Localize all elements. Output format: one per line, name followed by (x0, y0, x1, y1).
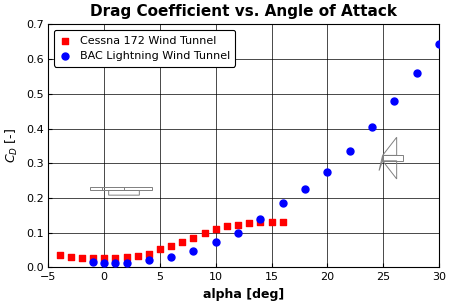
Bar (90, 187, 152, 190)
Cessna 172 Wind Tunnel (201, 231, 208, 236)
BAC Lightning Wind Tunnel (368, 124, 375, 129)
BAC Lightning Wind Tunnel (123, 260, 130, 265)
Bar (382, 155, 403, 161)
Cessna 172 Wind Tunnel (223, 224, 230, 229)
Cessna 172 Wind Tunnel (179, 239, 186, 244)
BAC Lightning Wind Tunnel (302, 187, 309, 192)
Cessna 172 Wind Tunnel (78, 255, 86, 260)
Cessna 172 Wind Tunnel (157, 247, 164, 252)
Cessna 172 Wind Tunnel (67, 255, 74, 260)
Cessna 172 Wind Tunnel (257, 220, 264, 225)
Cessna 172 Wind Tunnel (101, 256, 108, 260)
Cessna 172 Wind Tunnel (268, 220, 275, 225)
BAC Lightning Wind Tunnel (101, 260, 108, 265)
BAC Lightning Wind Tunnel (413, 71, 420, 76)
Cessna 172 Wind Tunnel (56, 253, 63, 258)
BAC Lightning Wind Tunnel (346, 149, 353, 154)
Cessna 172 Wind Tunnel (145, 251, 153, 256)
X-axis label: alpha [deg]: alpha [deg] (203, 288, 284, 301)
Cessna 172 Wind Tunnel (246, 221, 253, 226)
BAC Lightning Wind Tunnel (212, 240, 219, 245)
BAC Lightning Wind Tunnel (234, 230, 242, 235)
Cessna 172 Wind Tunnel (112, 255, 119, 260)
Cessna 172 Wind Tunnel (90, 256, 97, 260)
BAC Lightning Wind Tunnel (167, 255, 175, 260)
BAC Lightning Wind Tunnel (391, 99, 398, 103)
BAC Lightning Wind Tunnel (112, 261, 119, 266)
BAC Lightning Wind Tunnel (279, 201, 286, 206)
Cessna 172 Wind Tunnel (212, 227, 219, 232)
Cessna 172 Wind Tunnel (167, 243, 175, 248)
BAC Lightning Wind Tunnel (90, 260, 97, 265)
Cessna 172 Wind Tunnel (279, 219, 286, 224)
Bar (102, 187, 124, 190)
BAC Lightning Wind Tunnel (257, 216, 264, 221)
Legend: Cessna 172 Wind Tunnel, BAC Lightning Wind Tunnel: Cessna 172 Wind Tunnel, BAC Lightning Wi… (54, 30, 235, 67)
Cessna 172 Wind Tunnel (190, 235, 197, 240)
Title: Drag Coefficient vs. Angle of Attack: Drag Coefficient vs. Angle of Attack (90, 4, 397, 19)
BAC Lightning Wind Tunnel (435, 41, 442, 46)
BAC Lightning Wind Tunnel (145, 258, 153, 263)
Y-axis label: $C_D$ [-]: $C_D$ [-] (4, 128, 20, 163)
BAC Lightning Wind Tunnel (324, 170, 331, 174)
Cessna 172 Wind Tunnel (123, 255, 130, 260)
Cessna 172 Wind Tunnel (234, 223, 242, 228)
BAC Lightning Wind Tunnel (190, 248, 197, 253)
Cessna 172 Wind Tunnel (134, 253, 141, 258)
